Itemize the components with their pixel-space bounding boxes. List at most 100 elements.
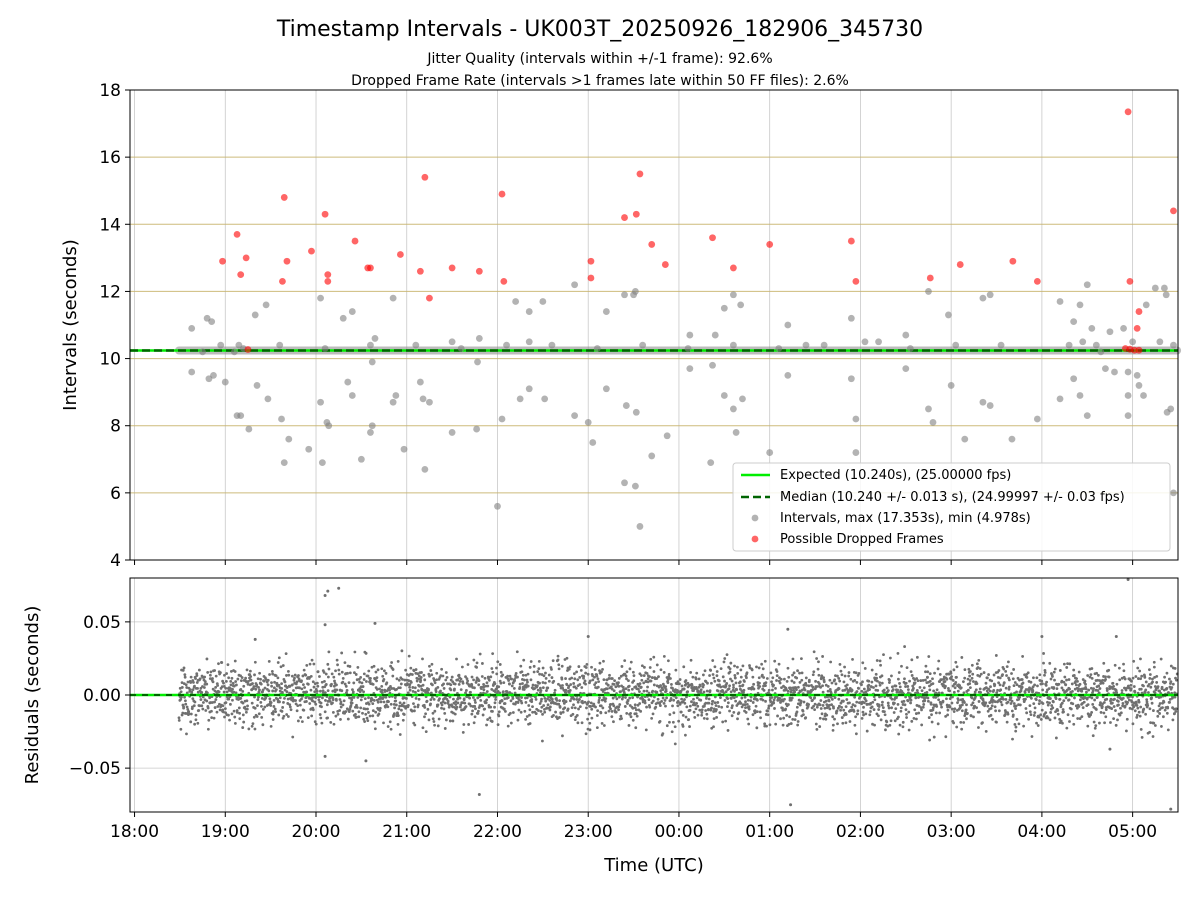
residual-point: [828, 678, 832, 682]
residual-point: [425, 699, 429, 703]
residual-point: [1165, 671, 1169, 675]
residual-point: [874, 672, 878, 676]
residual-point: [476, 709, 480, 713]
residual-point: [888, 678, 891, 682]
residual-point: [407, 654, 411, 658]
interval-point-152: [457, 345, 465, 352]
residual-point: [547, 673, 551, 677]
residual-point: [1005, 674, 1008, 677]
residual-point: [294, 699, 298, 702]
interval-point-94: [902, 365, 910, 373]
residuals-ytick-label-1: 0.00: [83, 686, 121, 706]
residual-point: [531, 683, 535, 687]
residual-point: [278, 689, 282, 693]
residual-point: [954, 681, 958, 684]
residual-outlier-8: [786, 627, 790, 631]
interval-point-151: [503, 341, 510, 349]
residual-point: [1048, 701, 1051, 705]
residual-point: [798, 703, 802, 707]
residual-point: [558, 716, 561, 719]
residual-point: [520, 670, 524, 674]
residual-point: [961, 680, 965, 684]
residual-point: [968, 679, 972, 682]
residual-point: [421, 726, 425, 730]
residual-point: [419, 678, 423, 682]
residual-point: [362, 678, 366, 681]
residual-point: [233, 715, 237, 719]
residual-point: [558, 699, 561, 703]
residual-point: [473, 704, 477, 708]
residual-point: [379, 700, 383, 704]
residual-point: [1130, 679, 1133, 683]
residual-point: [1033, 711, 1037, 714]
residual-point: [1036, 724, 1040, 727]
residual-point: [295, 709, 299, 713]
residual-point: [958, 684, 962, 687]
residual-point: [578, 675, 582, 679]
residual-point: [350, 698, 354, 702]
residual-point: [1065, 666, 1069, 669]
residual-point: [354, 673, 358, 676]
residual-point: [184, 683, 188, 687]
residual-point: [1147, 683, 1151, 686]
residual-point: [260, 704, 263, 708]
residual-point: [333, 690, 337, 694]
residual-point: [744, 706, 747, 710]
residuals-panel: −0.050.000.05 18:00 19:00 20:00 21:00 22:00 2…: [22, 577, 1179, 876]
residual-point: [291, 696, 295, 700]
residual-point: [757, 666, 761, 670]
residual-point: [652, 683, 656, 687]
interval-point-68: [621, 479, 628, 487]
residual-point: [1129, 683, 1133, 687]
residual-point: [784, 707, 787, 711]
residual-point: [436, 724, 440, 728]
residual-point: [648, 666, 652, 669]
residual-point: [1051, 675, 1054, 678]
residual-point: [338, 709, 342, 712]
residual-point: [833, 717, 836, 721]
residual-point: [510, 677, 513, 681]
residual-point: [830, 703, 833, 707]
residual-point: [354, 713, 357, 716]
residual-point: [1062, 662, 1066, 666]
residual-point: [570, 676, 574, 680]
residual-point: [924, 670, 927, 674]
residual-point: [651, 712, 655, 716]
residual-point: [1098, 687, 1102, 690]
residual-point: [223, 707, 227, 711]
residual-point: [639, 674, 643, 677]
residual-point: [320, 680, 324, 684]
residual-point: [298, 703, 302, 707]
residual-point: [179, 727, 183, 731]
residual-point: [341, 680, 345, 684]
residual-point: [1104, 678, 1107, 681]
residual-point: [493, 682, 497, 686]
residual-point: [1002, 667, 1006, 671]
residual-point: [530, 698, 534, 701]
residual-point: [814, 679, 817, 683]
residual-point: [904, 681, 908, 685]
residual-point: [723, 657, 727, 660]
residual-point: [604, 697, 608, 701]
residual-point: [211, 677, 214, 680]
residual-point: [300, 687, 304, 691]
interval-point-82: [737, 301, 745, 309]
residual-point: [598, 696, 601, 700]
residual-point: [1114, 723, 1118, 727]
residual-point: [575, 713, 579, 717]
residual-point: [642, 689, 646, 693]
residual-point: [890, 674, 893, 678]
residual-point: [1066, 662, 1069, 666]
residual-point: [458, 705, 462, 709]
residual-point: [833, 696, 837, 700]
residual-point: [513, 679, 516, 682]
residual-point: [621, 695, 625, 699]
residual-point: [302, 668, 306, 672]
interval-point-110: [1070, 375, 1078, 383]
residual-point: [376, 668, 380, 672]
residual-point: [812, 704, 815, 708]
residual-point: [1040, 708, 1044, 712]
interval-point-15: [264, 395, 272, 403]
dropped-frame-point-18: [426, 294, 433, 302]
